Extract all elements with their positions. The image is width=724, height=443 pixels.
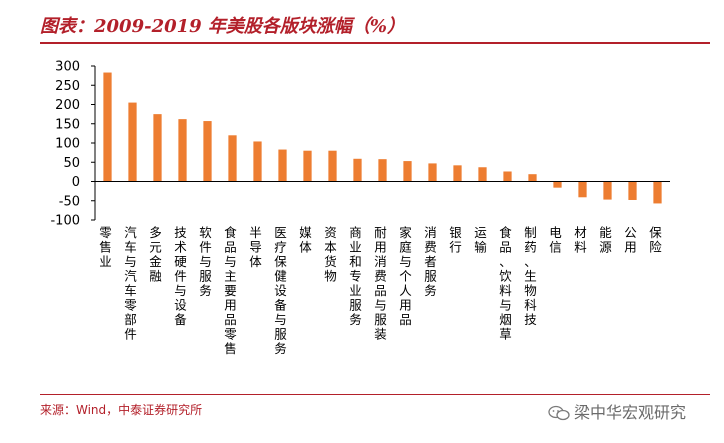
x-tick-label: 软件与服务 xyxy=(199,225,212,298)
bars xyxy=(103,72,662,204)
bar xyxy=(403,161,412,182)
chart-title: 图表：2009-2019 年美股各版块涨幅（%） xyxy=(40,16,406,37)
x-tick-label: 半导体 xyxy=(249,225,262,269)
watermark-text: 梁中华宏观研究 xyxy=(574,403,687,422)
bar xyxy=(603,181,612,200)
bar xyxy=(578,181,587,198)
bar xyxy=(628,181,637,200)
bar xyxy=(453,165,462,182)
bar xyxy=(328,150,337,182)
bar xyxy=(528,174,537,182)
title-divider xyxy=(40,42,710,44)
bar xyxy=(253,141,262,182)
y-tick-label: -50 xyxy=(59,194,80,209)
wechat-icon xyxy=(548,405,570,421)
bar xyxy=(428,163,437,182)
x-tick-label: 零售业 xyxy=(99,225,112,269)
x-tick-label: 制药、生物科技 xyxy=(524,225,537,327)
x-tick-label: 运输 xyxy=(474,225,487,255)
x-tick-label: 保险 xyxy=(649,225,662,255)
bar xyxy=(203,121,212,182)
bar xyxy=(553,181,562,188)
x-tick-label: 医疗保健设备与服务 xyxy=(274,225,287,356)
bar xyxy=(303,150,312,182)
bar xyxy=(228,135,237,182)
x-tick-label: 多元金融 xyxy=(149,225,162,284)
bar xyxy=(103,72,112,182)
x-tick-label: 家庭与个人用品 xyxy=(399,225,412,327)
x-tick-label: 媒体 xyxy=(299,225,312,255)
bar xyxy=(278,149,287,182)
x-tick-label: 材料 xyxy=(574,225,587,255)
x-tick-label: 公用 xyxy=(624,225,637,255)
bar xyxy=(503,171,512,182)
source-note: 来源：Wind，中泰证券研究所 xyxy=(40,403,203,417)
x-tick-label: 电信 xyxy=(549,225,562,255)
y-tick-label: 150 xyxy=(55,117,80,132)
y-tick-label: 50 xyxy=(63,156,80,171)
bar xyxy=(653,181,662,204)
y-tick-label: 300 xyxy=(55,60,80,75)
bar xyxy=(478,167,487,182)
y-tick-label: 200 xyxy=(55,98,80,113)
x-tick-label: 能源 xyxy=(599,225,612,255)
x-tick-label: 资本货物 xyxy=(324,225,337,284)
source-divider xyxy=(40,394,710,395)
x-tick-label: 食品、饮料与烟草 xyxy=(499,225,512,342)
y-tick-label: 250 xyxy=(55,79,80,94)
y-axis: -100 -50 0 50 100 150 200 250 300 xyxy=(50,60,96,229)
x-tick-label: 技术硬件与设备 xyxy=(174,225,187,327)
x-tick-label: 耐用消费品与服装 xyxy=(374,225,387,342)
y-tick-label: 100 xyxy=(55,137,80,152)
y-tick-label: -100 xyxy=(50,214,80,229)
x-tick-label: 汽车与汽车零部件 xyxy=(124,225,137,342)
y-tick-label: 0 xyxy=(72,175,80,190)
bar xyxy=(353,158,362,182)
x-tick-label: 消费者服务 xyxy=(424,225,437,298)
bar xyxy=(153,114,162,182)
bar xyxy=(178,119,187,182)
x-tick-label: 银行 xyxy=(449,225,462,255)
x-tick-label: 商业和专业服务 xyxy=(349,225,362,327)
watermark: 梁中华宏观研究 xyxy=(548,399,686,423)
x-tick-label: 食品与主要用品零售 xyxy=(224,225,237,356)
bar xyxy=(128,102,137,182)
x-tick-labels: 零售业汽车与汽车零部件多元金融技术硬件与设备软件与服务食品与主要用品零售半导体医… xyxy=(99,225,662,356)
bar xyxy=(378,159,387,182)
